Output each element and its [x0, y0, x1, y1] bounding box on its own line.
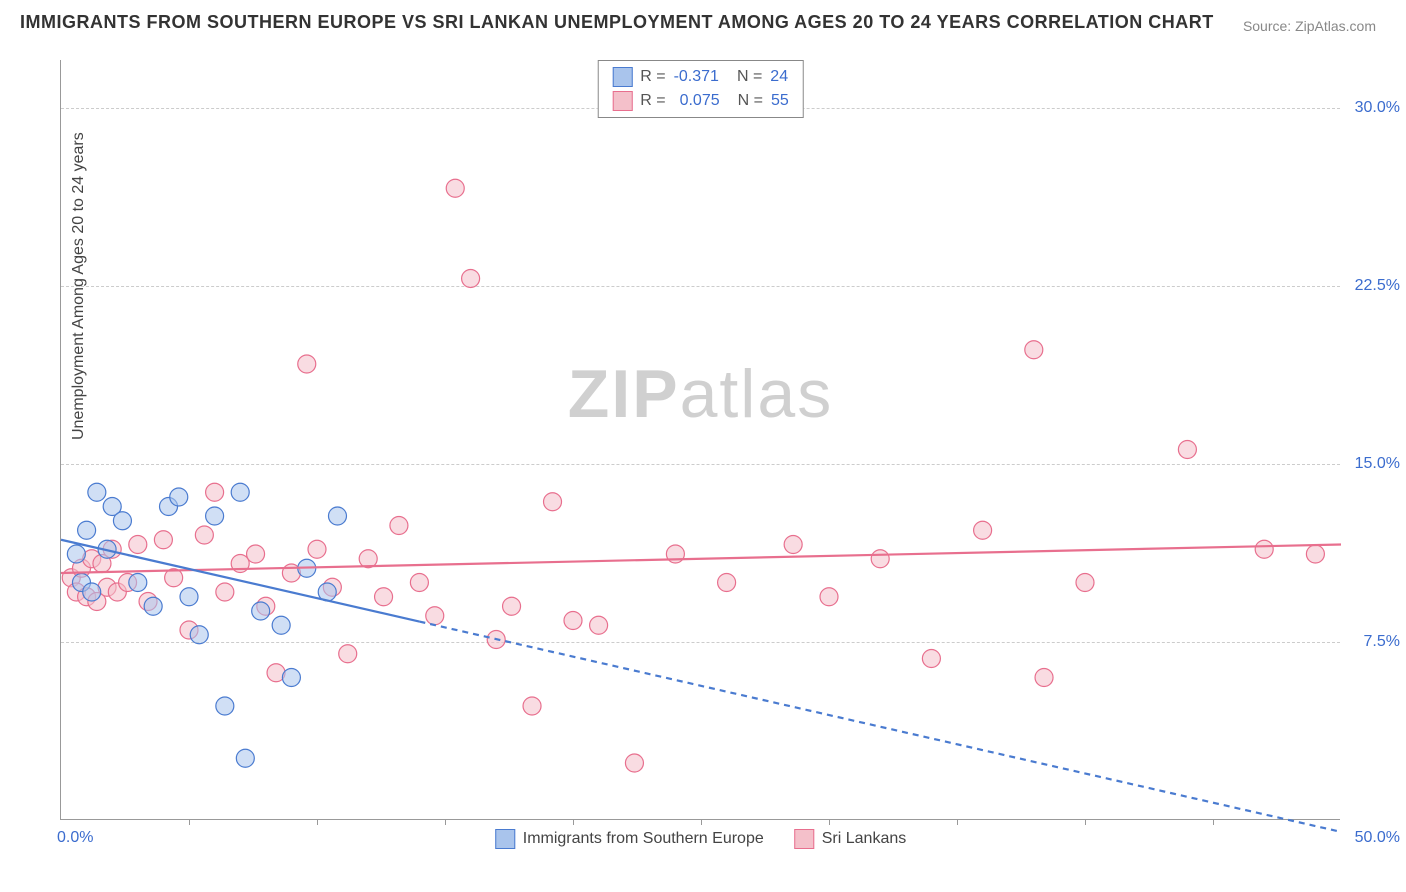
data-point — [78, 521, 96, 539]
bottom-legend: Immigrants from Southern Europe Sri Lank… — [495, 829, 907, 849]
data-point — [462, 270, 480, 288]
chart-title: IMMIGRANTS FROM SOUTHERN EUROPE VS SRI L… — [20, 12, 1214, 33]
data-point — [564, 612, 582, 630]
data-point — [718, 574, 736, 592]
data-point — [590, 616, 608, 634]
data-point — [375, 588, 393, 606]
data-point — [180, 588, 198, 606]
data-point — [252, 602, 270, 620]
legend-label-blue: Immigrants from Southern Europe — [523, 830, 764, 848]
data-point — [1306, 545, 1324, 563]
data-point — [67, 545, 85, 563]
data-point — [272, 616, 290, 634]
data-point — [206, 483, 224, 501]
data-point — [922, 650, 940, 668]
data-point — [1076, 574, 1094, 592]
data-point — [523, 697, 541, 715]
data-point — [129, 574, 147, 592]
data-point — [871, 550, 889, 568]
data-point — [503, 597, 521, 615]
data-point — [88, 483, 106, 501]
y-tick-label: 15.0% — [1355, 455, 1400, 473]
data-point — [390, 517, 408, 535]
data-point — [206, 507, 224, 525]
data-point — [170, 488, 188, 506]
stat-blue-n: 24 — [770, 68, 788, 86]
x-tick — [1085, 819, 1086, 825]
stat-pink-r: 0.075 — [674, 92, 720, 110]
trend-line — [419, 622, 1341, 832]
y-tick-label: 30.0% — [1355, 99, 1400, 117]
x-tick — [829, 819, 830, 825]
data-point — [1255, 540, 1273, 558]
data-point — [544, 493, 562, 511]
x-axis-min-label: 0.0% — [57, 829, 93, 847]
data-point — [247, 545, 265, 563]
source-attribution: Source: ZipAtlas.com — [1243, 18, 1376, 34]
data-point — [129, 536, 147, 554]
data-point — [1035, 669, 1053, 687]
legend-item-pink: Sri Lankans — [794, 829, 907, 849]
data-point — [282, 669, 300, 687]
data-point — [784, 536, 802, 554]
data-point — [195, 526, 213, 544]
data-point — [231, 483, 249, 501]
swatch-pink — [612, 91, 632, 111]
y-tick-label: 22.5% — [1355, 277, 1400, 295]
scatter-svg — [61, 60, 1340, 819]
data-point — [426, 607, 444, 625]
x-tick — [573, 819, 574, 825]
stats-legend-box: R = -0.371 N = 24 R = 0.075 N = 55 — [597, 60, 804, 118]
legend-item-blue: Immigrants from Southern Europe — [495, 829, 764, 849]
data-point — [113, 512, 131, 530]
data-point — [1178, 441, 1196, 459]
stat-pink-n: 55 — [771, 92, 789, 110]
data-point — [216, 583, 234, 601]
data-point — [83, 583, 101, 601]
plot-area: Unemployment Among Ages 20 to 24 years Z… — [60, 60, 1340, 820]
data-point — [410, 574, 428, 592]
x-tick — [701, 819, 702, 825]
data-point — [216, 697, 234, 715]
data-point — [1025, 341, 1043, 359]
data-point — [328, 507, 346, 525]
stat-label-r: R = — [640, 92, 665, 110]
stats-row-pink: R = 0.075 N = 55 — [612, 89, 789, 113]
stat-label-r: R = — [640, 68, 665, 86]
swatch-pink — [794, 829, 814, 849]
data-point — [144, 597, 162, 615]
data-point — [308, 540, 326, 558]
stats-row-blue: R = -0.371 N = 24 — [612, 65, 789, 89]
x-tick — [1213, 819, 1214, 825]
x-axis-max-label: 50.0% — [1355, 829, 1400, 847]
stat-blue-r: -0.371 — [674, 68, 719, 86]
x-tick — [957, 819, 958, 825]
x-tick — [317, 819, 318, 825]
swatch-blue — [495, 829, 515, 849]
data-point — [820, 588, 838, 606]
swatch-blue — [612, 67, 632, 87]
stat-label-n: N = — [738, 92, 763, 110]
data-point — [236, 749, 254, 767]
data-point — [446, 179, 464, 197]
legend-label-pink: Sri Lankans — [822, 830, 907, 848]
data-point — [339, 645, 357, 663]
data-point — [190, 626, 208, 644]
data-point — [298, 355, 316, 373]
stat-label-n: N = — [737, 68, 762, 86]
x-tick — [189, 819, 190, 825]
y-tick-label: 7.5% — [1364, 633, 1400, 651]
data-point — [625, 754, 643, 772]
x-tick — [445, 819, 446, 825]
data-point — [154, 531, 172, 549]
data-point — [974, 521, 992, 539]
